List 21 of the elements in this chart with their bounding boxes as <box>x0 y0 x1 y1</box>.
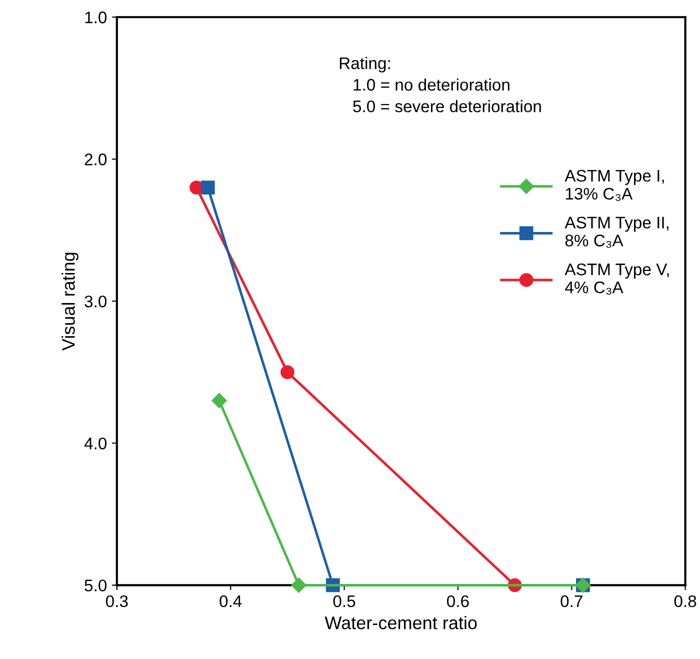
legend-label: ASTM Type I, 13% C₃A <box>564 170 664 201</box>
legend-label: ASTM Type V, 4% C₃A <box>564 264 669 295</box>
x-tick-label: 0.7 <box>560 595 582 608</box>
point <box>280 365 294 380</box>
x-axis-title: Water-cement ratio <box>324 616 477 630</box>
x-tick-label: 0.6 <box>447 595 469 608</box>
y-tick-label: 4.0 <box>84 438 107 450</box>
legend-label: ASTM Type II, 8% C₃A <box>564 216 668 248</box>
x-tick-label: 0.5 <box>333 595 356 608</box>
annotation: Rating: 1.0 = no deterioration 5.0 = severe deterioration <box>340 56 541 112</box>
point <box>212 393 227 408</box>
x-tick-label: 0.3 <box>106 595 128 608</box>
y-tick-label: 3.0 <box>84 296 107 308</box>
y-tick-label: 2.0 <box>84 154 107 166</box>
point <box>200 180 215 194</box>
x-tick-label: 0.8 <box>674 595 696 608</box>
y-axis-title: Visual rating <box>62 252 78 351</box>
y-tick-label: 1.0 <box>85 12 107 24</box>
point <box>291 578 306 593</box>
x-tick-label: 0.4 <box>220 595 242 608</box>
y-tick-label: 5.0 <box>84 580 107 592</box>
